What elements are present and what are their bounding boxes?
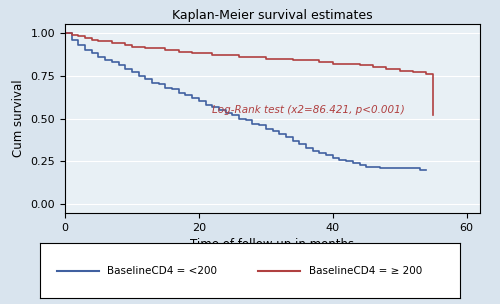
Text: BaselineCD4 = <200: BaselineCD4 = <200: [107, 266, 217, 275]
Text: BaselineCD4 = ≥ 200: BaselineCD4 = ≥ 200: [309, 266, 422, 275]
X-axis label: Time of follow up in months: Time of follow up in months: [190, 238, 354, 251]
Text: Log-Rank test (x2=86.421, p<0.001): Log-Rank test (x2=86.421, p<0.001): [212, 105, 405, 115]
Y-axis label: Cum survival: Cum survival: [12, 80, 25, 157]
Title: Kaplan-Meier survival estimates: Kaplan-Meier survival estimates: [172, 9, 373, 22]
